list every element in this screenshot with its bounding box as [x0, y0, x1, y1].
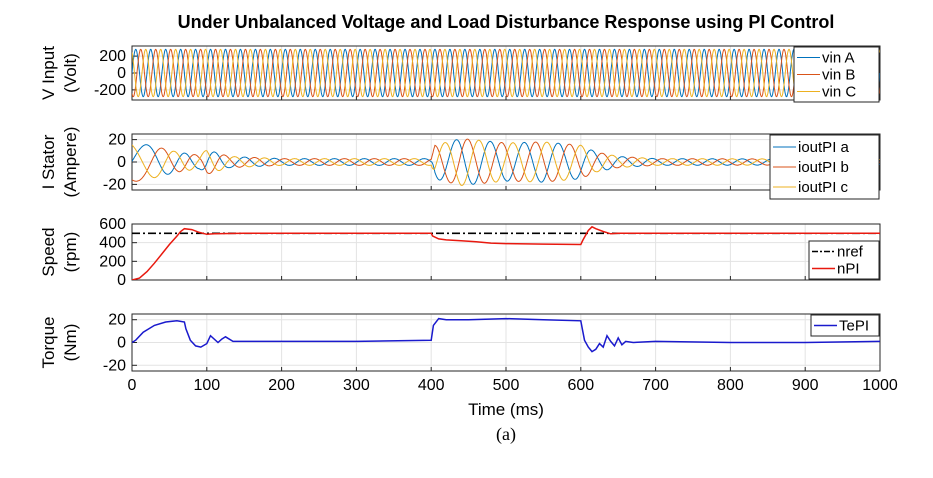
figure-caption: (a) — [496, 424, 516, 445]
legend-box — [808, 240, 880, 280]
series-group — [132, 317, 880, 353]
y-axis-label: V Input — [39, 46, 58, 100]
y-tick-label: 400 — [99, 235, 126, 252]
y-tick-label: 0 — [117, 65, 126, 82]
x-tick-label: 1000 — [862, 377, 898, 394]
x-axis-label: Time (ms) — [468, 400, 544, 419]
legend-label: ioutPI a — [798, 139, 850, 156]
legend-label: nref — [837, 244, 864, 261]
y-axis-label: Torque — [39, 317, 58, 369]
series-ioutpi-c — [132, 139, 880, 186]
series-ioutpi-a — [132, 139, 880, 185]
series-group — [132, 48, 880, 98]
x-tick-label: 400 — [418, 377, 445, 394]
y-axis-label: (Volt) — [61, 53, 80, 93]
y-axis-label: (Ampere) — [61, 127, 80, 198]
legend-label: ioutPI c — [798, 179, 849, 196]
x-tick-label: 200 — [268, 377, 295, 394]
series-group — [132, 138, 880, 186]
x-tick-label: 300 — [343, 377, 370, 394]
y-tick-label: 0 — [117, 272, 126, 289]
x-tick-label: 700 — [642, 377, 669, 394]
y-tick-label: 200 — [99, 48, 126, 65]
y-axis-label: (rpm) — [61, 232, 80, 273]
y-tick-label: 600 — [99, 216, 126, 233]
series-npi — [132, 225, 880, 280]
legend-label: vin B — [822, 67, 855, 84]
y-tick-label: -200 — [94, 82, 126, 99]
y-tick-label: 20 — [108, 132, 126, 149]
series-tepi — [132, 317, 880, 353]
y-tick-label: -20 — [103, 357, 126, 374]
x-tick-label: 0 — [128, 377, 137, 394]
y-axis-label: (Nm) — [61, 324, 80, 362]
chart-title: Under Unbalanced Voltage and Load Distur… — [178, 12, 835, 32]
legend-label: TePI — [839, 318, 869, 335]
y-tick-label: 0 — [117, 335, 126, 352]
y-tick-label: 20 — [108, 312, 126, 329]
y-tick-label: 0 — [117, 154, 126, 171]
series-vin-c — [132, 48, 880, 98]
y-tick-label: -20 — [103, 176, 126, 193]
legend: TePI — [810, 314, 880, 337]
legend: ioutPI a ioutPI b ioutPI c — [769, 134, 880, 200]
x-tick-label: 500 — [493, 377, 520, 394]
legend-box — [810, 314, 880, 337]
y-tick-label: 200 — [99, 253, 126, 270]
y-axis-label: Speed — [39, 227, 58, 276]
legend-label: vin A — [822, 50, 855, 67]
x-tick-label: 900 — [792, 377, 819, 394]
legend-label: ioutPI b — [798, 159, 849, 176]
x-tick-label: 800 — [717, 377, 744, 394]
series-group — [132, 225, 880, 280]
legend-label: vin C — [822, 84, 856, 101]
legend-label: nPI — [837, 261, 860, 278]
x-tick-label: 100 — [193, 377, 220, 394]
series-ioutpi-b — [132, 138, 880, 184]
y-axis-label: I Stator — [39, 134, 58, 189]
x-tick-label: 600 — [567, 377, 594, 394]
series-vin-a — [132, 48, 880, 98]
series-vin-b — [132, 48, 880, 98]
